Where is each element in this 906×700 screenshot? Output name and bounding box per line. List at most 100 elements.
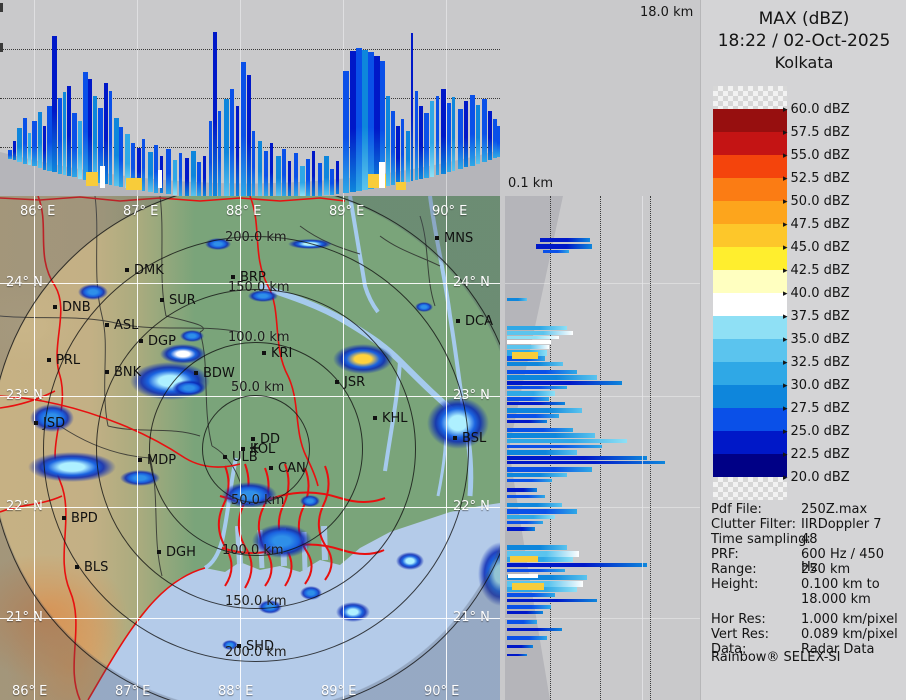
echo-column (318, 163, 322, 196)
metadata-label: Vert Res: (711, 627, 770, 642)
station-marker (269, 466, 273, 470)
echo-row (507, 439, 627, 443)
echo-column (306, 159, 310, 196)
station-label: KRI (271, 346, 293, 361)
metadata-label: Time sampling: (711, 532, 811, 547)
station-label: BNK (114, 365, 142, 380)
echo-row (507, 408, 582, 413)
station-marker (125, 268, 129, 272)
station-label: DD (260, 432, 281, 447)
metadata-value: 1.000 km/pixel (801, 612, 898, 627)
metadata-row: Time sampling: 48 (711, 533, 903, 546)
metadata-label: Hor Res: (711, 612, 766, 627)
station-label: BDW (203, 366, 235, 381)
echo-core-yellow (512, 583, 544, 590)
scale-band (713, 293, 787, 316)
scale-threshold-label: ▸ 52.5 dBZ (783, 171, 850, 186)
top-profile-panel[interactable] (0, 0, 500, 196)
echo-column (17, 128, 22, 162)
metadata-label: Height: (711, 577, 759, 592)
range-ring-label: 50.0 km (231, 493, 285, 508)
echo-row (507, 551, 579, 557)
longitude-label-top: 89° E (329, 204, 365, 219)
echo-row (507, 336, 559, 339)
echo-column (38, 112, 42, 169)
echo-row (507, 545, 567, 550)
metadata-row: Hor Res: 1.000 km/pixel (711, 613, 903, 626)
echo-column (294, 153, 298, 196)
station-marker (157, 550, 161, 554)
echo-row (507, 326, 567, 330)
scale-threshold-label: ▸ 45.0 dBZ (783, 240, 850, 255)
echo-column (356, 48, 362, 192)
metadata-value: 48 (801, 532, 818, 547)
latitude-label-left: 23° N (6, 388, 43, 403)
echo-column (276, 156, 281, 196)
echo-column (98, 108, 103, 184)
station-label: ULB (232, 450, 258, 465)
scale-band (713, 339, 787, 362)
echo-column (264, 151, 268, 196)
scale-threshold-label: ▸ 60.0 dBZ (783, 102, 850, 117)
echo-column (476, 105, 480, 164)
echo-column (415, 91, 418, 181)
scale-threshold-label: ▸ 30.0 dBZ (783, 378, 850, 393)
echo-column (336, 161, 339, 194)
range-ring-label: 200.0 km (225, 230, 287, 245)
metadata-row: Vert Res: 0.089 km/pixel (711, 628, 903, 641)
station-label: SUR (169, 293, 196, 308)
echo-column (218, 111, 221, 196)
station-label: KHL (382, 411, 408, 426)
scale-threshold-label: ▸ 35.0 dBZ (783, 332, 850, 347)
echo-column (83, 72, 88, 180)
echo-column (93, 96, 97, 183)
echo-row (507, 636, 547, 640)
metadata-label: Pdf File: (711, 502, 762, 517)
side-profile-panel[interactable] (505, 196, 700, 700)
echo-row (507, 456, 647, 460)
echo-column (43, 126, 46, 170)
station-label: CAN (278, 461, 306, 476)
station-marker (34, 421, 38, 425)
station-marker (75, 565, 79, 569)
graticule-parallel-extension (505, 618, 700, 619)
map-view[interactable]: 200.0 km 150.0 km 100.0 km 50.0 km 50.0 km 10… (0, 196, 500, 700)
scale-arrow-icon: ▸ (783, 381, 788, 391)
echo-core-yellow (126, 178, 142, 190)
echo-row (507, 509, 577, 514)
echo-column (179, 153, 182, 196)
scale-band (713, 408, 787, 431)
scale-arrow-icon: ▸ (783, 427, 788, 437)
echo-row (507, 521, 543, 524)
longitude-label-bottom: 87° E (115, 684, 151, 699)
legend-panel: MAX (dBZ) 18:22 / 02-Oct-2025 Kolkata ▸ 6… (700, 0, 906, 700)
echo-row (536, 244, 592, 249)
echo-column (362, 50, 368, 191)
station-marker (194, 371, 198, 375)
echo-row (507, 381, 622, 385)
echo-row (543, 250, 569, 253)
station-label: BPD (71, 511, 98, 526)
scale-band (713, 155, 787, 178)
latitude-label-right: 22° N (453, 499, 490, 514)
echo-column (458, 109, 463, 170)
echo-column (148, 152, 153, 192)
axis-tick-fragment (0, 3, 3, 12)
station-label: DNB (62, 300, 91, 315)
station-label: BLS (84, 560, 109, 575)
echo-row (507, 461, 665, 464)
echo-column (368, 52, 374, 190)
station-label: JSR (344, 375, 366, 390)
station-label: BSL (462, 431, 487, 446)
echo-row (507, 599, 597, 602)
echo-column (224, 99, 229, 196)
station-label: DCA (465, 314, 493, 329)
echo-column (213, 32, 217, 196)
echo-column (241, 62, 246, 196)
echo-column (300, 166, 305, 196)
metadata-value: 600 Hz / 450 Hz (801, 547, 885, 575)
height-gridline (0, 49, 500, 50)
scale-band (713, 385, 787, 408)
scale-threshold-label: ▸ 42.5 dBZ (783, 263, 850, 278)
echo-column (452, 97, 455, 171)
